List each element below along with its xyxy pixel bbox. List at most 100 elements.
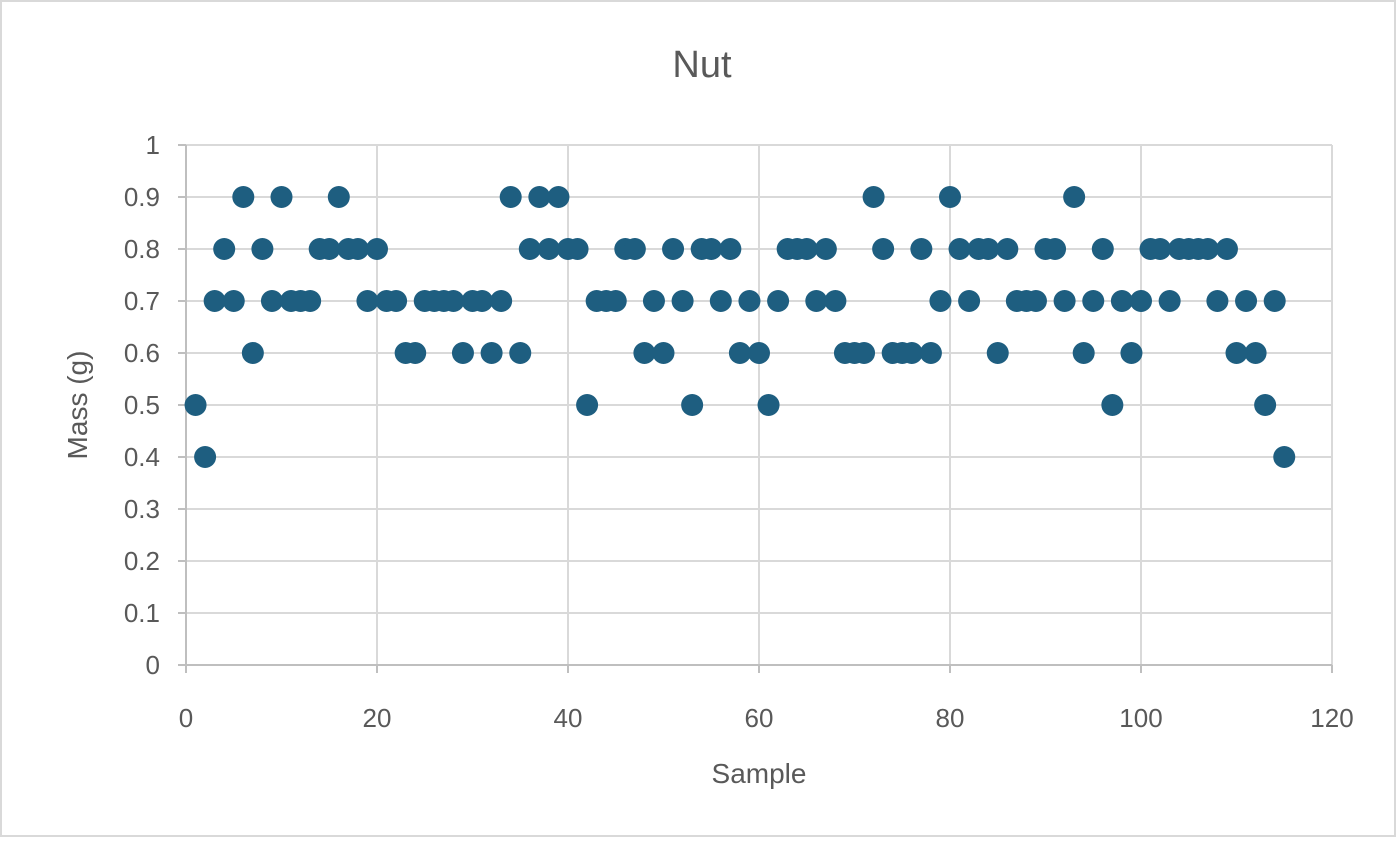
data-point[interactable]	[213, 238, 236, 260]
data-point[interactable]	[1196, 238, 1219, 260]
data-point[interactable]	[652, 342, 675, 364]
data-point[interactable]	[910, 238, 933, 260]
data-point[interactable]	[222, 290, 245, 312]
data-point[interactable]	[1110, 290, 1133, 312]
data-point[interactable]	[900, 342, 923, 364]
data-point[interactable]	[948, 238, 971, 260]
data-point[interactable]	[1120, 342, 1143, 364]
data-point[interactable]	[1130, 290, 1152, 312]
data-point[interactable]	[939, 186, 961, 208]
data-point[interactable]	[1053, 290, 1076, 312]
data-point[interactable]	[1063, 186, 1086, 208]
data-point[interactable]	[700, 238, 723, 260]
data-point[interactable]	[805, 290, 828, 312]
data-point[interactable]	[576, 394, 599, 416]
y-tick-label: 0.1	[124, 598, 160, 628]
y-tick-label: 0.7	[124, 286, 160, 316]
data-point[interactable]	[862, 186, 885, 208]
x-tick-label: 20	[363, 703, 392, 733]
data-point[interactable]	[919, 342, 942, 364]
data-point[interactable]	[1215, 238, 1238, 260]
data-point[interactable]	[709, 290, 732, 312]
y-tick-label: 0.4	[124, 442, 160, 472]
data-point[interactable]	[642, 290, 665, 312]
data-point[interactable]	[194, 446, 217, 468]
data-point[interactable]	[528, 186, 551, 208]
data-point[interactable]	[1273, 446, 1296, 468]
data-point[interactable]	[738, 290, 761, 312]
data-point[interactable]	[1254, 394, 1277, 416]
data-point[interactable]	[356, 290, 379, 312]
data-point[interactable]	[327, 186, 350, 208]
data-point[interactable]	[318, 238, 341, 260]
data-point[interactable]	[232, 186, 255, 208]
data-point[interactable]	[824, 290, 847, 312]
data-point[interactable]	[184, 394, 207, 416]
data-point[interactable]	[795, 238, 818, 260]
data-point[interactable]	[1101, 394, 1124, 416]
y-tick-label: 0.9	[124, 182, 160, 212]
data-point[interactable]	[1206, 290, 1229, 312]
data-point[interactable]	[499, 186, 522, 208]
data-point[interactable]	[480, 342, 503, 364]
data-point[interactable]	[1263, 290, 1286, 312]
data-point[interactable]	[451, 342, 474, 364]
y-tick-label: 0.8	[124, 234, 160, 264]
data-point[interactable]	[986, 342, 1009, 364]
data-point[interactable]	[1044, 238, 1067, 260]
data-point[interactable]	[604, 290, 627, 312]
data-point[interactable]	[203, 290, 226, 312]
data-point[interactable]	[366, 238, 388, 260]
data-point[interactable]	[346, 238, 369, 260]
data-point[interactable]	[537, 238, 560, 260]
data-point[interactable]	[547, 186, 570, 208]
data-point[interactable]	[270, 186, 293, 208]
data-point[interactable]	[623, 238, 646, 260]
data-point[interactable]	[872, 238, 895, 260]
data-point[interactable]	[1225, 342, 1248, 364]
data-point[interactable]	[471, 290, 494, 312]
data-point[interactable]	[566, 238, 589, 260]
data-point[interactable]	[404, 342, 427, 364]
data-point[interactable]	[996, 238, 1019, 260]
data-point[interactable]	[251, 238, 274, 260]
x-tick-label: 80	[936, 703, 965, 733]
data-point[interactable]	[929, 290, 952, 312]
data-point[interactable]	[662, 238, 685, 260]
data-point[interactable]	[490, 290, 513, 312]
data-point[interactable]	[1072, 342, 1095, 364]
data-point[interactable]	[958, 290, 981, 312]
data-point[interactable]	[1244, 342, 1267, 364]
data-point[interactable]	[853, 342, 876, 364]
y-tick-label: 0.2	[124, 546, 160, 576]
data-point[interactable]	[299, 290, 322, 312]
data-point[interactable]	[260, 290, 283, 312]
x-tick-label: 100	[1119, 703, 1162, 733]
data-point[interactable]	[719, 238, 742, 260]
data-point[interactable]	[509, 342, 532, 364]
data-point[interactable]	[633, 342, 656, 364]
data-point[interactable]	[748, 342, 770, 364]
data-point[interactable]	[681, 394, 704, 416]
data-point[interactable]	[1024, 290, 1047, 312]
data-point[interactable]	[671, 290, 694, 312]
data-point[interactable]	[814, 238, 837, 260]
data-point[interactable]	[1082, 290, 1105, 312]
data-point[interactable]	[757, 394, 780, 416]
data-point[interactable]	[767, 290, 790, 312]
x-tick-label: 60	[745, 703, 774, 733]
data-point[interactable]	[385, 290, 408, 312]
x-axis-title: Sample	[711, 758, 807, 789]
data-point[interactable]	[1158, 290, 1181, 312]
data-point[interactable]	[1091, 238, 1114, 260]
data-point[interactable]	[241, 342, 264, 364]
data-point[interactable]	[518, 238, 541, 260]
data-point[interactable]	[1235, 290, 1258, 312]
data-point[interactable]	[1149, 238, 1172, 260]
data-point[interactable]	[977, 238, 1000, 260]
x-tick-label: 120	[1310, 703, 1353, 733]
data-point[interactable]	[442, 290, 465, 312]
data-point[interactable]	[728, 342, 751, 364]
